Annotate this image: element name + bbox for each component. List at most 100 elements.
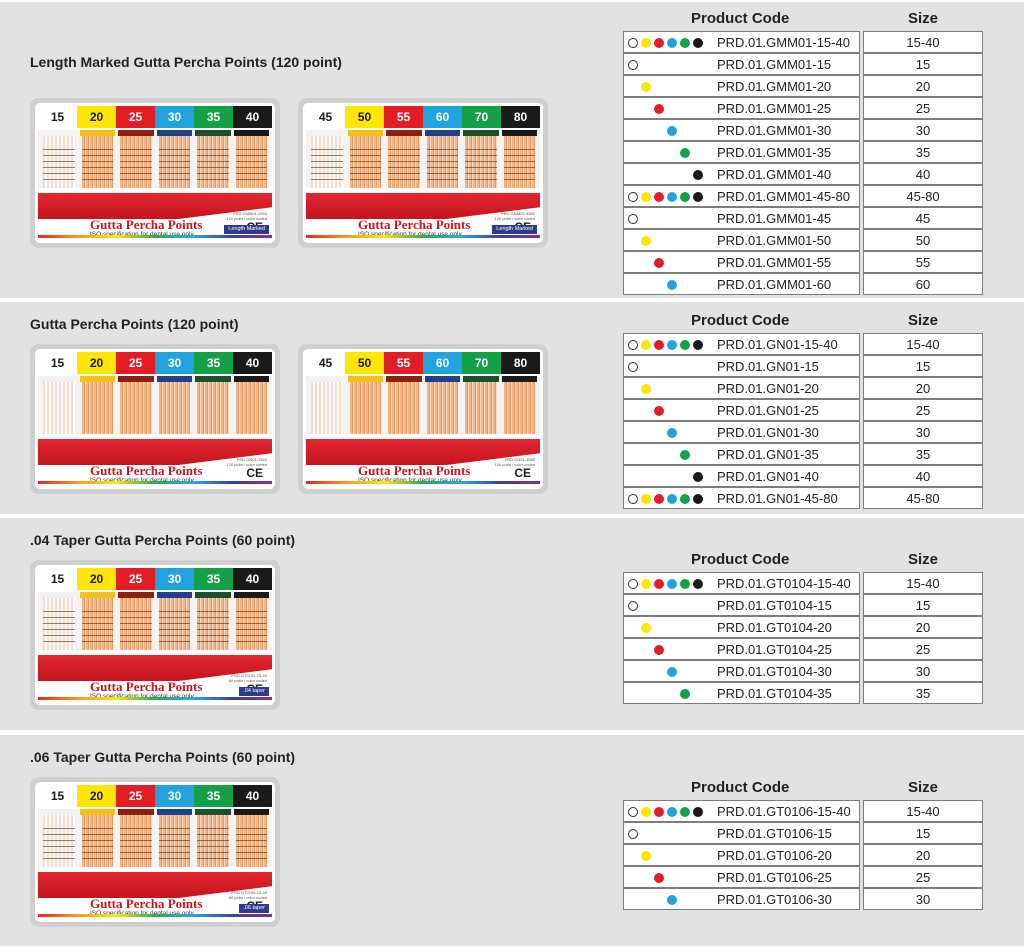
point-tips bbox=[118, 809, 154, 815]
color-dot-blue bbox=[667, 667, 677, 677]
box-code: PRD.GN01-1540 120 point / color coded bbox=[227, 457, 267, 467]
point-tips bbox=[118, 130, 154, 136]
point-tips bbox=[118, 592, 154, 598]
size-strip: 15 20 25 30 35 40 bbox=[38, 785, 272, 807]
product-code: PRD.01.GMM01-30 bbox=[717, 122, 832, 138]
product-code: PRD.01.GN01-25 bbox=[717, 402, 819, 418]
product-section: .04 Taper Gutta Percha Points (60 point)… bbox=[0, 518, 1024, 730]
point-tips bbox=[156, 592, 192, 598]
product-code-cell: PRD.01.GMM01-45 bbox=[623, 207, 860, 229]
length-marks bbox=[43, 144, 75, 182]
size-label: 35 bbox=[194, 568, 233, 590]
points-compartment bbox=[501, 376, 537, 434]
size-label: 55 bbox=[384, 352, 423, 374]
product-code-cell: PRD.01.GN01-40 bbox=[623, 465, 860, 487]
points-compartment bbox=[156, 592, 192, 650]
size-label: 15 bbox=[38, 106, 77, 128]
point-tips bbox=[79, 809, 115, 815]
length-marks bbox=[349, 144, 381, 182]
product-code: PRD.01.GMM01-50 bbox=[717, 232, 832, 248]
size-cell: 25 bbox=[863, 866, 983, 888]
color-dots bbox=[624, 274, 716, 294]
points-compartment bbox=[156, 130, 192, 188]
iso-note: ISO specification for dental use only bbox=[90, 231, 194, 238]
box-code: PRD.GMM01-4580 120 point / color coded bbox=[495, 211, 535, 221]
box-code-line: PRD.GMM01-4580 bbox=[500, 211, 535, 216]
points-compartment bbox=[118, 592, 154, 650]
product-code-cell: PRD.01.GN01-25 bbox=[623, 399, 860, 421]
product-code-cell: PRD.01.GT0106-30 bbox=[623, 888, 860, 910]
points-compartment bbox=[501, 130, 537, 188]
iso-note: ISO specification for dental use only bbox=[358, 231, 462, 238]
points-bundle bbox=[503, 380, 535, 434]
points-bundle bbox=[235, 380, 267, 434]
box-label: Gutta Percha PointsISO specification for… bbox=[35, 436, 275, 489]
color-dot-black bbox=[693, 807, 703, 817]
size-cell: 15 bbox=[863, 53, 983, 75]
product-code: PRD.01.GT0104-15 bbox=[717, 597, 832, 613]
color-dot-blue bbox=[667, 428, 677, 438]
size-strip: 45 50 55 60 70 80 bbox=[306, 106, 540, 128]
point-tips bbox=[233, 376, 269, 382]
color-dot-red bbox=[654, 579, 664, 589]
product-code-cell: PRD.01.GN01-15-40 bbox=[623, 333, 860, 355]
size-label: 40 bbox=[233, 785, 272, 807]
color-dot-red bbox=[654, 192, 664, 202]
product-code: PRD.01.GMM01-15-40 bbox=[717, 34, 850, 50]
size-header: Size bbox=[908, 10, 939, 27]
box-code: PRD.GT0104-15-40 60 point / color coded bbox=[229, 673, 267, 683]
points-compartment bbox=[424, 130, 460, 188]
size-label: 45 bbox=[306, 352, 345, 374]
product-code-cell: PRD.01.GN01-15 bbox=[623, 355, 860, 377]
color-dot-blue bbox=[667, 895, 677, 905]
length-marks bbox=[235, 144, 267, 182]
color-dot-black bbox=[693, 170, 703, 180]
point-tips bbox=[195, 130, 231, 136]
size-label: 30 bbox=[155, 785, 194, 807]
size-cell: 15 bbox=[863, 594, 983, 616]
product-code: PRD.01.GMM01-25 bbox=[717, 100, 832, 116]
color-dot-red bbox=[654, 807, 664, 817]
color-dot-white bbox=[628, 829, 638, 839]
color-dots bbox=[624, 573, 716, 593]
points-compartment bbox=[463, 130, 499, 188]
size-label: 20 bbox=[77, 568, 116, 590]
point-tips bbox=[463, 376, 499, 382]
color-dots bbox=[624, 120, 716, 140]
size-label: 60 bbox=[423, 106, 462, 128]
points-compartment bbox=[233, 592, 269, 650]
size-label: 25 bbox=[116, 106, 155, 128]
points-bundle bbox=[197, 380, 229, 434]
points-compartment bbox=[41, 592, 77, 650]
box-tag: .06 taper bbox=[239, 904, 269, 913]
size-cell: 35 bbox=[863, 443, 983, 465]
length-marks bbox=[158, 606, 190, 644]
rainbow-stripe bbox=[38, 235, 272, 238]
point-tips bbox=[233, 130, 269, 136]
size-strip: 45 50 55 60 70 80 bbox=[306, 352, 540, 374]
product-code-header: Product Code bbox=[691, 312, 790, 329]
point-tips bbox=[156, 130, 192, 136]
points-compartment bbox=[233, 809, 269, 867]
points-compartment bbox=[41, 809, 77, 867]
box-code-line: PRD.GMM01-1540 bbox=[232, 211, 267, 216]
points-compartments bbox=[38, 809, 272, 867]
size-cell: 55 bbox=[863, 251, 983, 273]
points-compartment bbox=[309, 130, 345, 188]
color-dot-blue bbox=[667, 340, 677, 350]
points-compartment bbox=[118, 130, 154, 188]
point-tips bbox=[233, 809, 269, 815]
size-cell: 60 bbox=[863, 273, 983, 295]
color-dot-green bbox=[680, 148, 690, 158]
size-label: 30 bbox=[155, 352, 194, 374]
length-marks bbox=[235, 606, 267, 644]
product-code-cell: PRD.01.GT0104-25 bbox=[623, 638, 860, 660]
product-code-cell: PRD.01.GMM01-15-40 bbox=[623, 31, 860, 53]
color-dot-yellow bbox=[641, 340, 651, 350]
box-code-line: PRD.GT0104-15-40 bbox=[231, 673, 267, 678]
points-compartments bbox=[306, 130, 540, 188]
size-cell: 30 bbox=[863, 660, 983, 682]
